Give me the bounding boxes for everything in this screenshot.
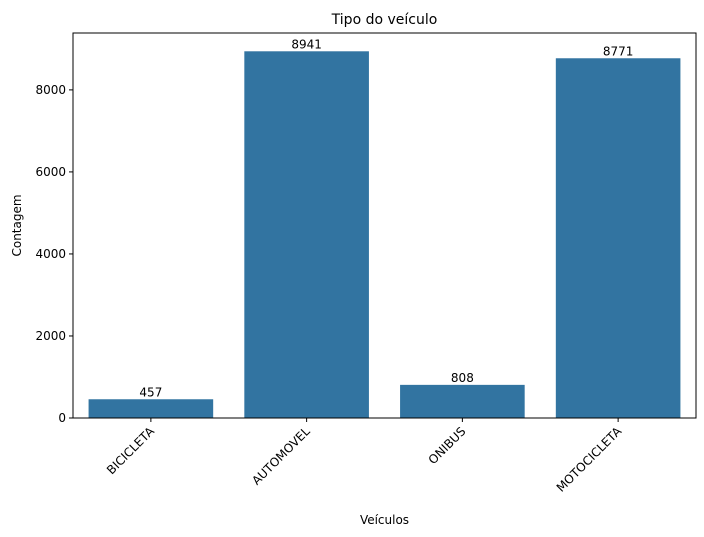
x-axis-label: Veículos	[360, 513, 409, 527]
y-tick-label: 8000	[35, 83, 66, 97]
data-label-automovel: 8941	[291, 37, 322, 51]
data-label-motocicleta: 8771	[603, 44, 634, 58]
bar-bicicleta	[88, 399, 214, 418]
y-tick-label: 6000	[35, 165, 66, 179]
bar-onibus	[400, 384, 525, 418]
x-tick-label-automovel: AUTOMOVEL	[249, 424, 313, 488]
data-label-onibus: 808	[451, 371, 474, 385]
bars-layer	[88, 51, 681, 418]
x-tick-label-motocicleta: MOTOCICLETA	[554, 424, 625, 495]
x-axis: BICICLETA AUTOMOVEL ONIBUS MOTOCICLETA	[104, 418, 625, 495]
y-tick-label: 2000	[35, 329, 66, 343]
y-tick-label: 0	[58, 411, 66, 425]
data-label-bicicleta: 457	[139, 385, 162, 399]
plot-frame	[72, 32, 697, 419]
data-labels-layer: 457 8941 808 8771	[139, 37, 633, 399]
bar-motocicleta	[555, 58, 681, 418]
x-tick-label-onibus: ONIBUS	[426, 424, 469, 467]
bar-automovel	[244, 51, 369, 418]
y-tick-label: 4000	[35, 247, 66, 261]
chart-title: Tipo do veículo	[331, 12, 438, 28]
y-axis-label: Contagem	[10, 194, 24, 256]
x-tick-label-bicicleta: BICICLETA	[104, 424, 158, 478]
y-axis: 0 2000 4000 6000 8000	[35, 83, 73, 425]
